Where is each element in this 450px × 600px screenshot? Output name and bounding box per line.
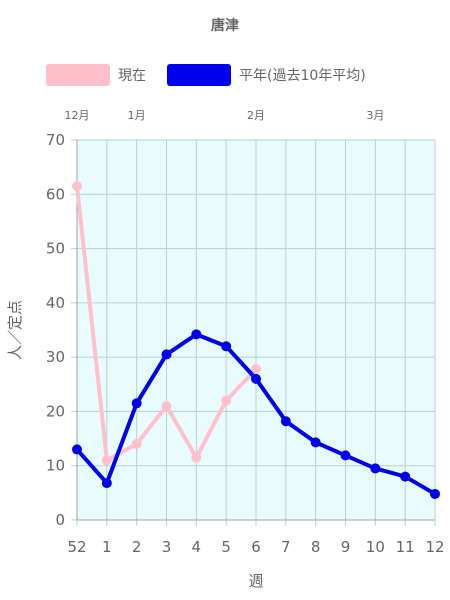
data-point xyxy=(251,373,261,384)
y-axis-title: 人／定点 xyxy=(6,300,24,360)
y-tick-label: 60 xyxy=(46,185,65,203)
series-1 xyxy=(72,329,440,499)
data-point xyxy=(400,471,411,482)
x-tick-label: 3 xyxy=(162,538,172,556)
y-tick-label: 50 xyxy=(46,240,65,258)
y-tick-label: 40 xyxy=(46,294,65,312)
grid xyxy=(71,139,436,526)
series-layer xyxy=(72,181,440,499)
chart-title: 唐津 xyxy=(211,17,239,34)
y-tick-label: 10 xyxy=(46,457,65,475)
data-point xyxy=(221,341,232,352)
x-tick-label: 8 xyxy=(311,538,321,556)
data-point xyxy=(101,455,112,466)
data-point xyxy=(161,401,172,411)
series-0 xyxy=(72,181,261,466)
data-point xyxy=(251,364,261,375)
legend: 現在 平年(過去10年平均) xyxy=(46,64,366,86)
x-tick-label: 4 xyxy=(192,538,202,556)
legend-label-average[interactable]: 平年(過去10年平均) xyxy=(239,68,366,84)
data-point xyxy=(131,439,142,449)
month-label: 12月 xyxy=(65,109,90,122)
month-label: 2月 xyxy=(247,109,265,122)
x-tick-label: 1 xyxy=(102,538,112,556)
x-tick-label: 12 xyxy=(425,538,444,556)
y-tick-label: 30 xyxy=(46,348,65,366)
data-point xyxy=(310,437,321,448)
y-tick-label: 70 xyxy=(46,131,65,149)
x-tick-label: 11 xyxy=(396,538,415,556)
data-point xyxy=(101,478,112,489)
y-tick-label: 0 xyxy=(55,511,65,529)
data-point xyxy=(72,181,82,192)
data-point xyxy=(191,329,202,340)
data-point xyxy=(72,444,82,455)
legend-swatch-current[interactable] xyxy=(46,64,110,86)
legend-label-current[interactable]: 現在 xyxy=(118,68,146,84)
data-point xyxy=(340,450,351,461)
y-tick-label: 20 xyxy=(46,402,65,420)
data-point xyxy=(131,398,142,409)
x-tick-label: 7 xyxy=(281,538,291,556)
month-label: 3月 xyxy=(366,109,384,122)
x-tick-label: 9 xyxy=(341,538,351,556)
y-tick-labels: 0 10 20 30 40 50 60 70 xyxy=(46,131,65,529)
x-tick-label: 52 xyxy=(67,538,86,556)
data-point xyxy=(191,452,202,463)
data-point xyxy=(161,349,172,360)
x-tick-label: 10 xyxy=(366,538,385,556)
x-tick-label: 2 xyxy=(132,538,142,556)
x-tick-label: 6 xyxy=(251,538,261,556)
data-point xyxy=(370,463,381,474)
x-axis-title: 週 xyxy=(248,572,263,590)
data-point xyxy=(430,488,440,499)
month-labels: 12月 1月 2月 3月 xyxy=(65,109,385,122)
month-label: 1月 xyxy=(128,109,146,122)
x-tick-labels: 52 1 2 3 4 5 6 7 8 9 10 11 12 xyxy=(67,538,444,556)
x-tick-label: 5 xyxy=(221,538,231,556)
legend-swatch-average[interactable] xyxy=(167,64,231,86)
data-point xyxy=(221,395,232,406)
data-point xyxy=(280,416,291,427)
